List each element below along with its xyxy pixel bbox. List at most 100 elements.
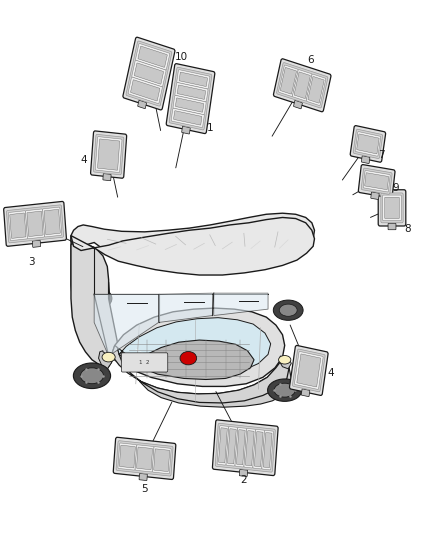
Ellipse shape: [279, 304, 297, 316]
Text: 8: 8: [404, 224, 411, 234]
FancyBboxPatch shape: [217, 425, 229, 465]
FancyBboxPatch shape: [176, 98, 204, 112]
Polygon shape: [214, 293, 268, 316]
FancyBboxPatch shape: [113, 437, 176, 480]
FancyBboxPatch shape: [182, 126, 190, 134]
FancyBboxPatch shape: [385, 197, 399, 219]
FancyBboxPatch shape: [227, 429, 236, 464]
FancyBboxPatch shape: [301, 389, 310, 397]
FancyBboxPatch shape: [126, 41, 172, 106]
Ellipse shape: [81, 368, 103, 384]
FancyBboxPatch shape: [290, 345, 328, 395]
FancyBboxPatch shape: [139, 473, 147, 481]
Polygon shape: [71, 213, 314, 272]
Text: 7: 7: [378, 150, 385, 159]
FancyBboxPatch shape: [371, 192, 379, 199]
Polygon shape: [71, 236, 110, 356]
FancyBboxPatch shape: [355, 132, 381, 156]
FancyBboxPatch shape: [4, 201, 67, 246]
FancyBboxPatch shape: [245, 431, 254, 466]
FancyBboxPatch shape: [138, 100, 147, 109]
FancyBboxPatch shape: [131, 80, 160, 101]
FancyBboxPatch shape: [254, 432, 263, 467]
FancyBboxPatch shape: [135, 44, 170, 70]
FancyBboxPatch shape: [7, 205, 64, 243]
FancyBboxPatch shape: [177, 85, 205, 99]
Polygon shape: [139, 357, 291, 407]
FancyBboxPatch shape: [361, 168, 392, 195]
FancyBboxPatch shape: [177, 70, 210, 89]
FancyBboxPatch shape: [294, 72, 310, 99]
FancyBboxPatch shape: [134, 63, 163, 84]
FancyBboxPatch shape: [173, 95, 206, 115]
FancyBboxPatch shape: [128, 77, 162, 103]
FancyBboxPatch shape: [237, 430, 245, 465]
FancyBboxPatch shape: [361, 156, 370, 164]
FancyBboxPatch shape: [154, 449, 170, 472]
Polygon shape: [109, 308, 285, 386]
Ellipse shape: [273, 300, 303, 320]
FancyBboxPatch shape: [135, 445, 154, 472]
FancyBboxPatch shape: [32, 240, 41, 247]
Ellipse shape: [102, 352, 115, 362]
FancyBboxPatch shape: [8, 211, 28, 240]
FancyBboxPatch shape: [95, 136, 122, 173]
FancyBboxPatch shape: [132, 60, 166, 87]
Text: 6: 6: [307, 55, 314, 64]
FancyBboxPatch shape: [357, 134, 379, 154]
FancyBboxPatch shape: [103, 174, 111, 181]
FancyBboxPatch shape: [120, 445, 135, 468]
FancyBboxPatch shape: [226, 426, 238, 466]
FancyBboxPatch shape: [273, 59, 331, 112]
Text: 4: 4: [81, 155, 88, 165]
FancyBboxPatch shape: [121, 353, 168, 372]
FancyBboxPatch shape: [10, 213, 26, 238]
FancyBboxPatch shape: [308, 76, 324, 103]
FancyBboxPatch shape: [262, 430, 273, 470]
Polygon shape: [71, 243, 118, 369]
Text: 9: 9: [392, 183, 399, 192]
Ellipse shape: [279, 356, 291, 364]
FancyBboxPatch shape: [27, 211, 43, 237]
FancyBboxPatch shape: [215, 423, 276, 472]
FancyBboxPatch shape: [171, 108, 204, 127]
FancyBboxPatch shape: [123, 37, 175, 110]
Polygon shape: [109, 345, 289, 403]
Text: 4: 4: [328, 368, 335, 378]
FancyBboxPatch shape: [175, 83, 208, 102]
FancyBboxPatch shape: [279, 65, 298, 96]
FancyBboxPatch shape: [173, 111, 202, 125]
FancyBboxPatch shape: [353, 129, 383, 159]
FancyBboxPatch shape: [179, 72, 208, 86]
Ellipse shape: [268, 379, 302, 401]
FancyBboxPatch shape: [152, 447, 171, 474]
Ellipse shape: [85, 292, 105, 305]
Polygon shape: [71, 217, 314, 275]
FancyBboxPatch shape: [244, 429, 255, 468]
FancyBboxPatch shape: [25, 209, 45, 239]
Text: 3: 3: [28, 257, 35, 267]
FancyBboxPatch shape: [277, 62, 328, 108]
Ellipse shape: [274, 383, 295, 397]
FancyBboxPatch shape: [42, 207, 62, 237]
FancyBboxPatch shape: [116, 441, 173, 476]
FancyBboxPatch shape: [378, 190, 406, 226]
FancyBboxPatch shape: [297, 354, 321, 387]
FancyBboxPatch shape: [169, 67, 212, 130]
Polygon shape: [279, 356, 291, 369]
Text: 2: 2: [240, 475, 247, 484]
Polygon shape: [159, 293, 212, 322]
FancyBboxPatch shape: [212, 420, 278, 475]
Ellipse shape: [180, 352, 197, 365]
FancyBboxPatch shape: [383, 195, 401, 221]
Text: 1  2: 1 2: [139, 360, 150, 365]
FancyBboxPatch shape: [263, 433, 272, 467]
FancyBboxPatch shape: [137, 447, 152, 470]
FancyBboxPatch shape: [350, 126, 385, 162]
Polygon shape: [117, 318, 271, 374]
FancyBboxPatch shape: [98, 139, 120, 170]
FancyBboxPatch shape: [388, 223, 396, 230]
Text: 1: 1: [207, 123, 214, 133]
FancyBboxPatch shape: [280, 68, 297, 94]
Ellipse shape: [73, 363, 110, 389]
